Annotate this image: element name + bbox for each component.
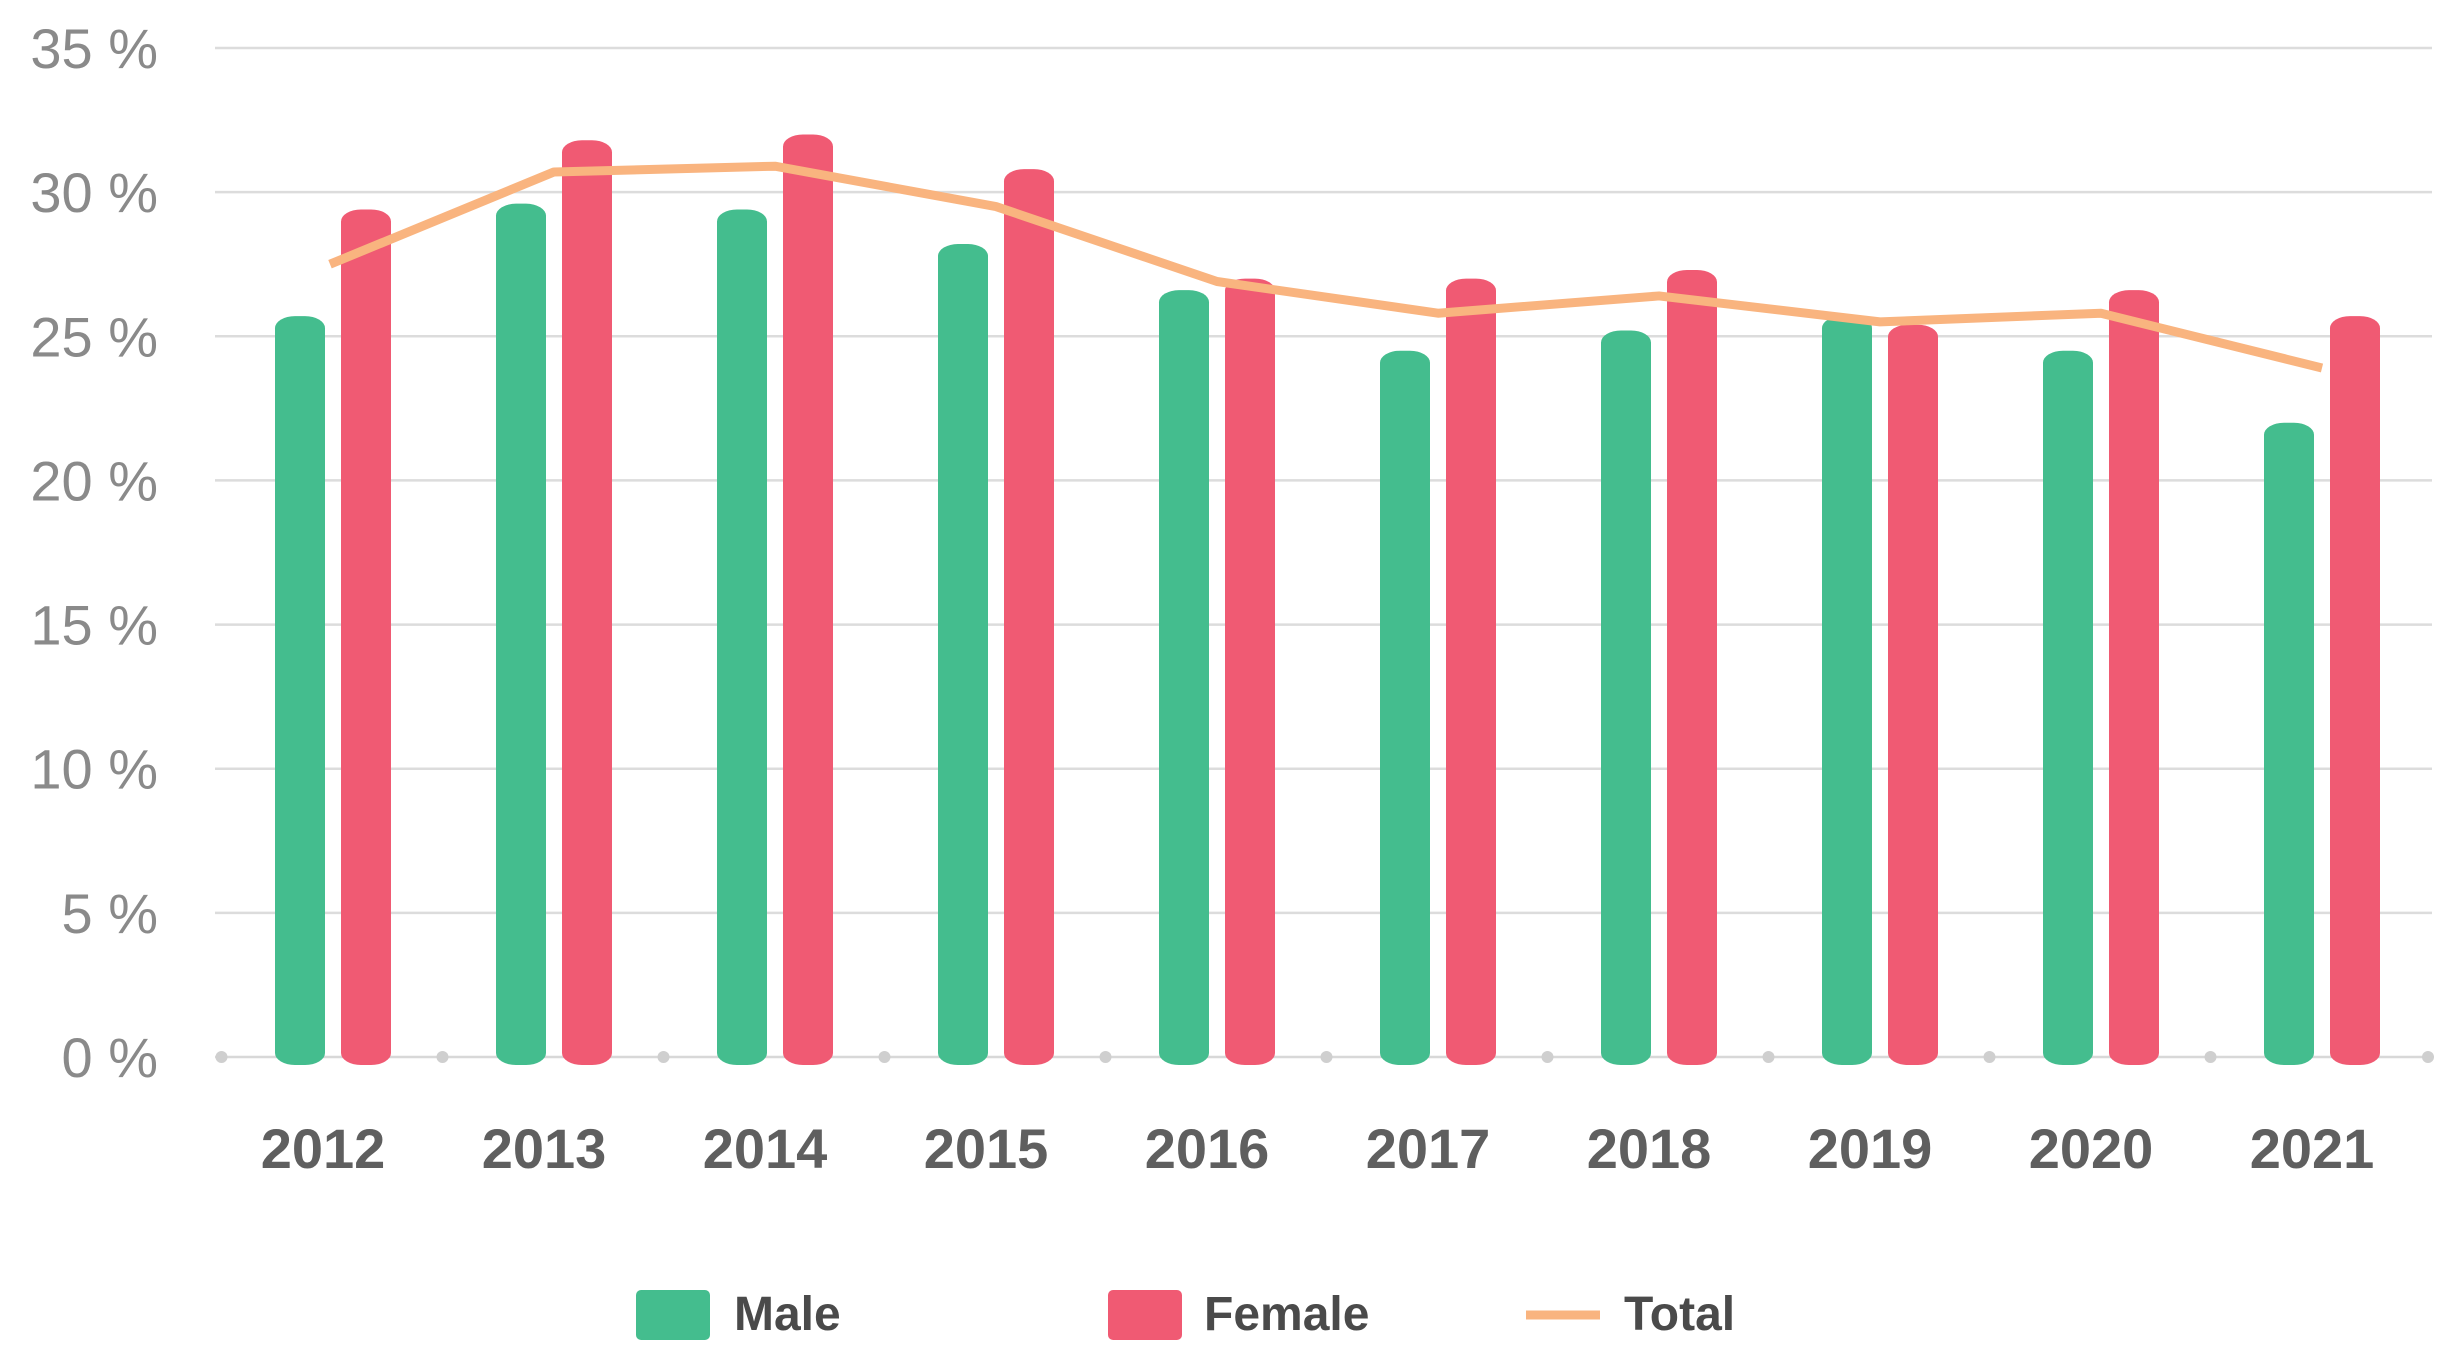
bar-female-2016 (1225, 278, 1275, 1066)
bar-female-2013 (562, 140, 612, 1065)
bar-male-2021 (2264, 422, 2314, 1065)
bar-female-2018 (1667, 269, 1717, 1066)
x-axis-baseline (215, 1051, 2434, 1063)
bar-male-2019 (1822, 316, 1872, 1065)
y-tick-label: 30 % (30, 161, 158, 224)
x-tick-label: 2018 (1587, 1117, 1712, 1180)
y-tick-label: 5 % (62, 882, 159, 945)
x-tick-label: 2016 (1145, 1117, 1270, 1180)
bar-female-2014 (783, 134, 833, 1065)
bar-male-2017 (1380, 350, 1430, 1065)
x-tick-label: 2014 (703, 1117, 828, 1180)
baseline-dot (1983, 1051, 1996, 1063)
y-tick-label: 15 % (30, 594, 158, 657)
legend-label-male: Male (734, 1288, 841, 1341)
bar-female-2021 (2330, 316, 2380, 1065)
baseline-dot (1099, 1051, 1112, 1063)
x-tick-label: 2021 (2250, 1117, 2375, 1180)
bar-male-2020 (2043, 350, 2093, 1065)
x-axis-ticks: 2012 2013 2014 2015 2016 2017 2018 2019 2020 2021 (261, 1117, 2375, 1180)
legend-label-total: Total (1624, 1288, 1735, 1341)
legend-label-female: Female (1204, 1288, 1369, 1341)
y-tick-label: 35 % (30, 17, 158, 80)
line-total (328, 161, 2324, 373)
baseline-dot (215, 1051, 228, 1063)
x-tick-label: 2017 (1366, 1117, 1491, 1180)
y-tick-label: 10 % (30, 738, 158, 801)
legend-swatch-female (1108, 1290, 1182, 1340)
baseline-dot (436, 1051, 449, 1063)
y-tick-label: 20 % (30, 449, 158, 512)
legend: Male Female Total (636, 1288, 1735, 1341)
baseline-dot (2204, 1051, 2217, 1063)
y-tick-label: 25 % (30, 305, 158, 368)
bar-male-2015 (938, 244, 988, 1065)
baseline-dot (1541, 1051, 1554, 1063)
x-tick-label: 2019 (1808, 1117, 1933, 1180)
baseline-dot (1320, 1051, 1333, 1063)
bar-male-2013 (496, 203, 546, 1065)
x-tick-label: 2012 (261, 1117, 386, 1180)
bar-female-2015 (1004, 169, 1054, 1065)
bar-male-2016 (1159, 290, 1209, 1065)
bar-male-2012 (275, 316, 325, 1065)
bars (275, 134, 2380, 1066)
bar-female-2017 (1446, 278, 1496, 1066)
bar-male-2018 (1601, 330, 1651, 1065)
baseline-dot (1762, 1051, 1775, 1063)
x-tick-label: 2020 (2029, 1117, 2154, 1180)
baseline-dot (878, 1051, 891, 1063)
y-tick-label: 0 % (62, 1026, 159, 1089)
y-axis-ticks: 0 % 5 % 10 % 15 % 20 % 25 % 30 % 35 % (30, 17, 158, 1089)
baseline-dot (2422, 1051, 2434, 1063)
bar-female-2019 (1888, 324, 1938, 1065)
bar-male-2014 (717, 209, 767, 1065)
bar-female-2012 (341, 209, 391, 1065)
x-tick-label: 2015 (924, 1117, 1049, 1180)
total-line (328, 161, 2324, 373)
bar-female-2020 (2109, 290, 2159, 1065)
x-tick-label: 2013 (482, 1117, 607, 1180)
legend-swatch-male (636, 1290, 710, 1340)
baseline-dot (657, 1051, 670, 1063)
